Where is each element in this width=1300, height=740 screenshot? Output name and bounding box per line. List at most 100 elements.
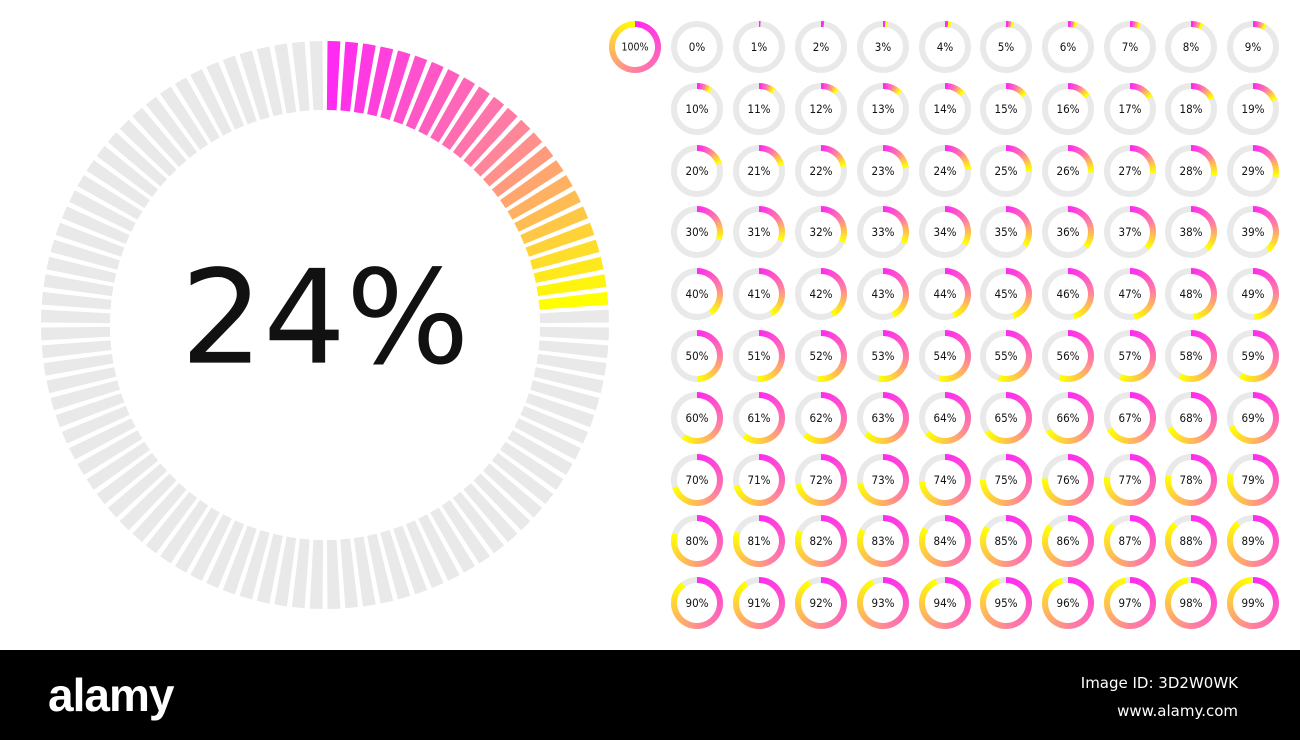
mini-gauge-fill — [896, 553, 904, 560]
mini-gauge-fill — [1086, 606, 1094, 612]
mini-gauge-fill — [887, 454, 893, 462]
mini-gauge-fill — [1195, 206, 1201, 214]
mini-gauge-fill — [650, 57, 657, 64]
mini-gauge-fill — [920, 529, 928, 535]
mini-gauge-fill — [963, 344, 970, 351]
mini-gauge-fill — [947, 268, 952, 275]
mini-gauge-fill — [761, 622, 767, 629]
mini-gauge-fill — [1083, 339, 1091, 346]
mini-gauge-fill — [1105, 590, 1113, 596]
mini-gauge-fill — [644, 24, 651, 31]
mini-gauge-fill — [1023, 344, 1031, 350]
mini-gauge-fill — [896, 492, 904, 499]
mini-gauge-fill — [762, 499, 767, 506]
mini-gauge-fill — [1143, 151, 1150, 158]
mini-gauge-fill — [832, 308, 839, 316]
mini-gauge-fill — [1143, 492, 1151, 499]
mini-gauge-fill — [1141, 272, 1148, 280]
mini-gauge-fill — [836, 304, 843, 311]
mini-gauge-fill — [1270, 159, 1278, 165]
mini-gauge-fill — [857, 596, 864, 601]
mini-gauge-fill — [1268, 463, 1275, 470]
mini-gauge-fill — [1104, 482, 1111, 487]
mini-gauge-fill — [1263, 309, 1270, 317]
mini-gauge-fill — [1072, 621, 1078, 629]
mini-gauge-fill — [704, 620, 710, 628]
mini-gauge-fill — [1209, 483, 1217, 489]
mini-gauge-fill — [832, 555, 839, 563]
mini-gauge-fill — [1227, 543, 1234, 548]
mini-gauge-fill — [701, 436, 707, 444]
mini-gauge-fill — [1255, 577, 1260, 584]
mini-gauge-fill — [1195, 577, 1201, 585]
mini-gauge-fill — [857, 607, 865, 613]
mini-gauge-fill — [814, 622, 819, 629]
mini-gauge: 47% — [1104, 267, 1156, 320]
mini-gauge-fill — [761, 83, 766, 90]
mini-gauge-label: 24% — [934, 164, 957, 178]
mini-gauge-fill — [871, 558, 877, 566]
mini-gauge-fill — [1022, 279, 1030, 286]
mini-gauge-fill — [776, 487, 783, 494]
mini-gauge-fill — [1200, 580, 1207, 587]
mini-gauge-fill — [1264, 458, 1271, 466]
mini-gauge: 24% — [919, 144, 971, 197]
mini-gauge-fill — [712, 277, 720, 284]
mini-gauge: 72% — [795, 453, 847, 507]
mini-gauge-fill — [1023, 487, 1030, 494]
mini-gauge-fill — [1204, 492, 1212, 500]
mini-gauge-fill — [1202, 272, 1209, 280]
mini-gauge-fill — [952, 620, 958, 628]
mini-gauge-fill — [1147, 344, 1155, 350]
mini-gauge-fill — [1011, 374, 1017, 381]
mini-gauge-fill — [935, 559, 941, 567]
mini-gauge-fill — [901, 423, 908, 429]
mini-gauge-fill — [1165, 606, 1172, 612]
main-gauge-segment-empty — [533, 367, 604, 394]
mini-gauge-fill — [750, 559, 755, 567]
mini-gauge-fill — [1255, 83, 1260, 90]
mini-gauge-fill — [772, 553, 780, 560]
mini-gauge-fill — [1118, 620, 1124, 628]
mini-gauge-fill — [770, 519, 777, 527]
mini-gauge-fill — [830, 148, 837, 155]
mini-gauge-fill — [963, 220, 970, 227]
mini-gauge-label: 58% — [1180, 349, 1203, 363]
mini-gauge-fill — [1193, 375, 1198, 382]
main-gauge-segment-filled — [491, 145, 554, 198]
mini-gauge-fill — [772, 336, 779, 344]
mini-gauge-fill — [1070, 206, 1075, 213]
mini-gauge-fill — [1141, 519, 1148, 527]
mini-gauge-fill — [920, 591, 928, 597]
mini-gauge-fill — [989, 495, 996, 502]
mini-gauge-fill — [708, 458, 715, 466]
mini-gauge-fill — [1193, 21, 1198, 28]
mini-gauge-fill — [897, 368, 904, 375]
mini-gauge-fill — [1260, 497, 1267, 504]
mini-gauge-fill — [897, 305, 904, 313]
mini-gauge-fill — [1145, 277, 1152, 284]
mini-gauge-fill — [1011, 436, 1017, 443]
mini-gauge-fill — [1204, 461, 1212, 468]
mini-gauge-fill — [924, 553, 932, 560]
mini-gauge-fill — [1244, 498, 1249, 506]
mini-gauge-fill — [894, 519, 901, 527]
mini-gauge-fill — [1148, 471, 1156, 477]
mini-gauge-fill — [1169, 524, 1176, 531]
mini-gauge-fill — [828, 207, 834, 215]
mini-gauge-fill — [1210, 471, 1217, 477]
mini-gauge-fill — [699, 622, 704, 629]
mini-gauge-fill — [1204, 368, 1212, 376]
mini-gauge-fill — [1009, 437, 1014, 444]
mini-gauge-fill — [1144, 243, 1151, 250]
mini-gauge-fill — [808, 435, 814, 443]
mini-gauge-fill — [989, 580, 996, 588]
mini-gauge-fill — [892, 271, 899, 278]
main-gauge-segment-empty — [520, 405, 589, 444]
mini-gauge-fill — [836, 613, 843, 620]
mini-gauge-fill — [1198, 331, 1204, 339]
mini-gauge-fill — [701, 83, 707, 91]
mini-gauge-fill — [814, 499, 819, 506]
mini-gauge-fill — [986, 431, 994, 438]
mini-gauge-fill — [1146, 93, 1153, 100]
